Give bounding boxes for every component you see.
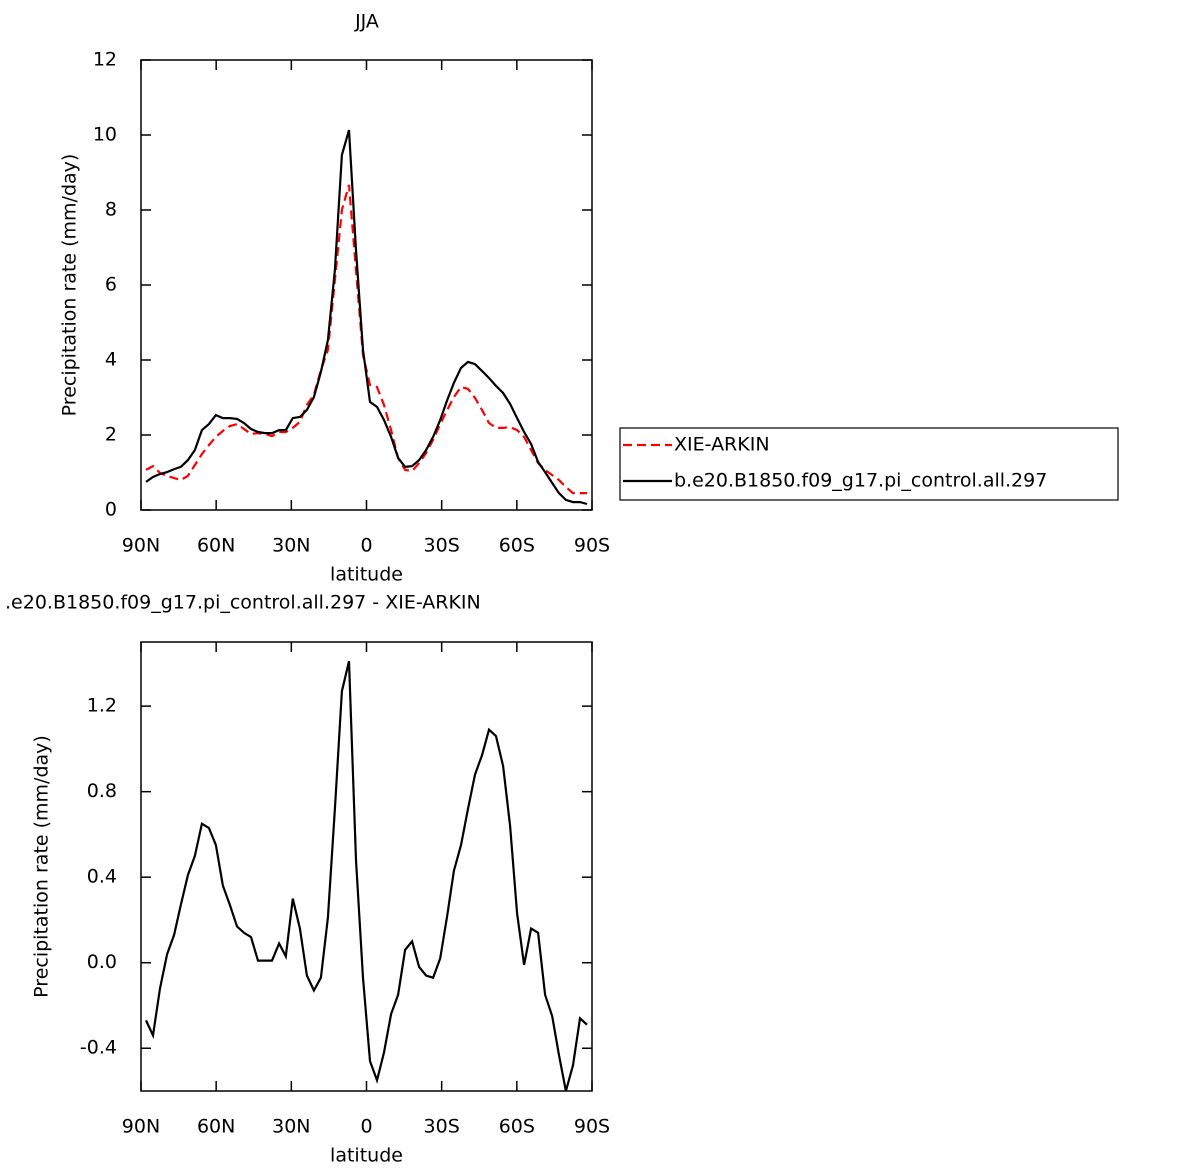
- y-tick-label: 8: [105, 199, 117, 221]
- y-tick-label: 2: [105, 424, 117, 446]
- x-tick-label: 0: [360, 535, 372, 557]
- data-line: [145, 660, 588, 1092]
- data-line: [145, 129, 588, 506]
- legend-label: XIE-ARKIN: [674, 434, 770, 456]
- x-tick-label: 90S: [574, 1116, 610, 1138]
- x-axis-label: latitude: [330, 564, 403, 586]
- x-tick-label: 60S: [499, 1116, 535, 1138]
- y-tick-label: 1.2: [87, 695, 117, 717]
- y-axis-label: Precipitation rate (mm/day): [59, 154, 81, 417]
- y-tick-label: 0.4: [87, 866, 117, 888]
- legend-box: [619, 427, 1119, 501]
- x-tick-label: 60S: [499, 535, 535, 557]
- x-tick-label: 30S: [424, 535, 460, 557]
- y-tick-label: -0.4: [80, 1037, 117, 1059]
- x-tick-label: 90N: [122, 535, 160, 557]
- x-tick-label: 0: [360, 1116, 372, 1138]
- y-tick-label: 4: [105, 349, 117, 371]
- plot-frame: [140, 59, 593, 511]
- x-tick-label: 90N: [122, 1116, 160, 1138]
- x-tick-label: 90S: [574, 535, 610, 557]
- y-tick-label: 0.0: [87, 951, 117, 973]
- y-tick-label: 6: [105, 274, 117, 296]
- y-tick-label: 0.8: [87, 780, 117, 802]
- chart-title: JJA: [354, 11, 379, 33]
- x-tick-label: 30N: [272, 535, 310, 557]
- x-tick-label: 60N: [197, 1116, 235, 1138]
- y-axis-label: Precipitation rate (mm/day): [31, 735, 53, 998]
- y-tick-label: 12: [93, 49, 117, 71]
- x-tick-label: 60N: [197, 535, 235, 557]
- legend-label: b.e20.B1850.f09_g17.pi_control.all.297: [674, 470, 1047, 492]
- y-tick-label: 0: [105, 499, 117, 521]
- y-tick-label: 10: [93, 124, 117, 146]
- x-tick-label: 30N: [272, 1116, 310, 1138]
- x-tick-label: 30S: [424, 1116, 460, 1138]
- data-line: [145, 184, 587, 495]
- chart-title: .e20.B1850.f09_g17.pi_control.all.297 - …: [5, 592, 481, 614]
- x-axis-label: latitude: [330, 1145, 403, 1167]
